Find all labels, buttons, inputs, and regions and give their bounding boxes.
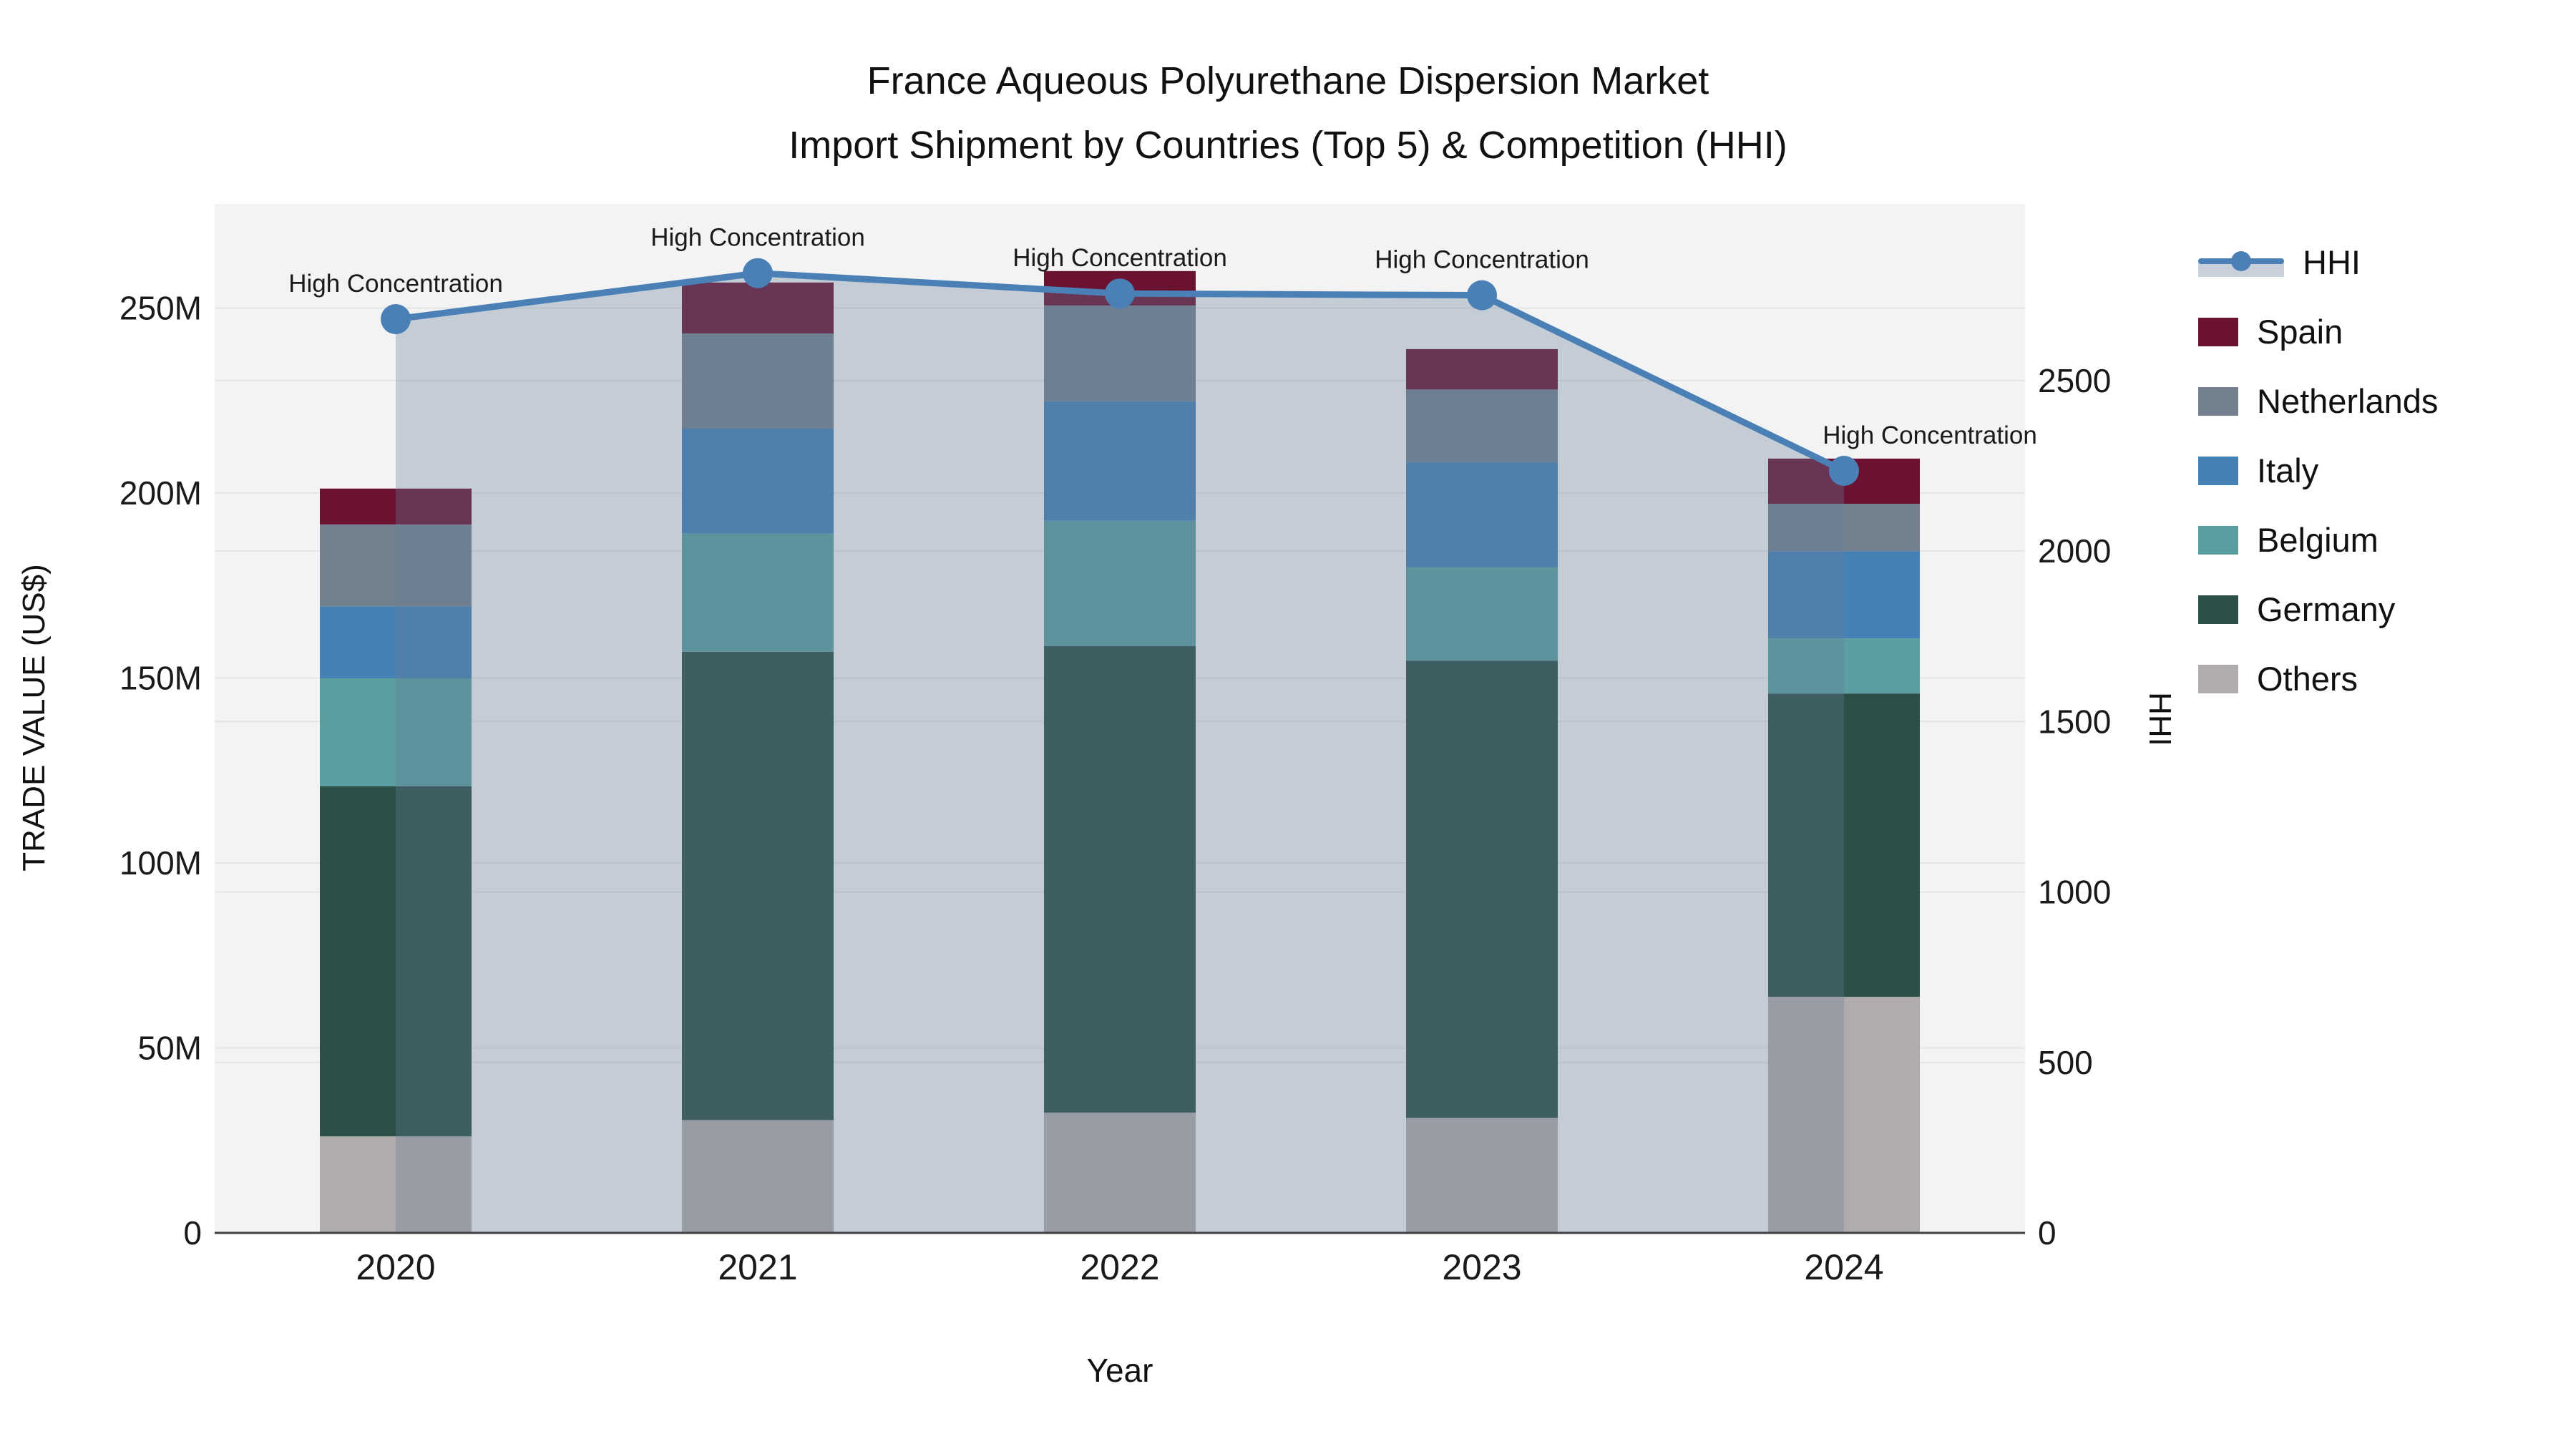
legend-label: HHI [2303,243,2361,281]
hhi-area-fill [396,273,1844,1234]
y-axis-title-left: TRADE VALUE (US$) [16,564,52,872]
annotation-high-concentration: High Concentration [650,224,865,252]
bar-segment-italy-2020[interactable] [320,606,472,678]
bar-segment-netherlands-2020[interactable] [320,524,472,607]
legend-item-germany[interactable]: Germany [2198,575,2438,644]
bar-segment-others-2022[interactable] [1044,1113,1196,1233]
bar-segment-belgium-2024[interactable] [1768,638,1920,694]
y-left-tick-label: 50M [138,1030,202,1067]
chart-title: France Aqueous Polyurethane Dispersion M… [0,49,2576,177]
bar-segment-others-2023[interactable] [1406,1118,1558,1233]
bar-segment-italy-2022[interactable] [1044,401,1196,521]
y-right-tick-label: 2000 [2038,532,2111,570]
legend: HHI Spain Netherlands Italy Belgium Germ… [2198,228,2438,713]
germany-swatch-icon [2198,595,2238,624]
bar-segment-netherlands-2021[interactable] [682,333,834,429]
chart-title-line1: France Aqueous Polyurethane Dispersion M… [867,59,1709,102]
bar-segment-italy-2023[interactable] [1406,462,1558,567]
legend-label: Netherlands [2257,382,2439,420]
legend-item-belgium[interactable]: Belgium [2198,505,2438,575]
y-right-tick-label: 0 [2038,1214,2057,1252]
bar-segment-germany-2020[interactable] [320,786,472,1137]
bar-segment-netherlands-2024[interactable] [1768,504,1920,552]
spain-swatch-icon [2198,317,2238,346]
y-right-tick-label: 2500 [2038,362,2111,399]
y-right-tick-label: 500 [2038,1044,2093,1081]
y-left-tick-label: 200M [119,474,202,512]
hhi-marker-2023[interactable] [1467,280,1497,311]
y-left-tick-label: 250M [119,290,202,327]
x-tick-label-2021: 2021 [718,1247,797,1287]
y-left-tick-label: 100M [119,844,202,882]
annotation-high-concentration: High Concentration [1013,244,1227,272]
y-axis-title-right: HHI [2142,692,2177,746]
annotation-high-concentration: High Concentration [1823,421,2037,449]
y-left-tick-label: 0 [183,1214,202,1252]
bar-segment-belgium-2020[interactable] [320,678,472,786]
hhi-marker-2024[interactable] [1829,456,1859,486]
chart-title-line2: Import Shipment by Countries (Top 5) & C… [789,124,1787,167]
bar-segment-belgium-2023[interactable] [1406,567,1558,661]
bar-segment-germany-2024[interactable] [1768,693,1920,997]
x-tick-label-2020: 2020 [356,1247,435,1287]
hhi-marker-2022[interactable] [1105,278,1135,309]
bar-segment-netherlands-2022[interactable] [1044,305,1196,401]
italy-swatch-icon [2198,456,2238,485]
bar-segment-italy-2024[interactable] [1768,551,1920,639]
bar-segment-germany-2022[interactable] [1044,646,1196,1113]
bar-segment-spain-2020[interactable] [320,488,472,525]
legend-label: Belgium [2257,521,2379,559]
bar-segment-germany-2023[interactable] [1406,660,1558,1118]
hhi-marker-2020[interactable] [381,304,411,334]
x-tick-label-2024: 2024 [1804,1247,1883,1287]
legend-label: Others [2257,660,2358,698]
legend-label: Spain [2257,313,2343,351]
x-axis-title: Year [1086,1352,1153,1389]
legend-label: Germany [2257,590,2396,628]
bar-segment-others-2021[interactable] [682,1120,834,1233]
legend-item-netherlands[interactable]: Netherlands [2198,366,2438,436]
bar-segment-belgium-2022[interactable] [1044,520,1196,647]
x-tick-label-2023: 2023 [1442,1247,1521,1287]
bar-segment-belgium-2021[interactable] [682,533,834,652]
y-right-tick-label: 1500 [2038,703,2111,740]
netherlands-swatch-icon [2198,386,2238,416]
bar-segment-others-2020[interactable] [320,1136,472,1233]
bar-segment-spain-2023[interactable] [1406,348,1558,390]
annotation-high-concentration: High Concentration [1375,246,1589,274]
legend-item-hhi[interactable]: HHI [2198,228,2438,297]
legend-item-others[interactable]: Others [2198,644,2438,713]
legend-label: Italy [2257,452,2319,489]
legend-item-spain[interactable]: Spain [2198,297,2438,366]
y-right-tick-label: 1000 [2038,874,2111,911]
belgium-swatch-icon [2198,525,2238,555]
bar-segment-spain-2021[interactable] [682,282,834,334]
bar-segment-italy-2021[interactable] [682,429,834,534]
others-swatch-icon [2198,664,2238,693]
hhi-marker-2021[interactable] [743,258,773,288]
annotation-high-concentration: High Concentration [288,270,503,298]
x-tick-label-2022: 2022 [1080,1247,1159,1287]
bar-segment-germany-2021[interactable] [682,651,834,1121]
y-left-tick-label: 150M [119,660,202,697]
bar-segment-others-2024[interactable] [1768,997,1920,1233]
hhi-line-swatch-icon [2198,245,2284,280]
legend-item-italy[interactable]: Italy [2198,436,2438,505]
bar-segment-netherlands-2023[interactable] [1406,389,1558,462]
